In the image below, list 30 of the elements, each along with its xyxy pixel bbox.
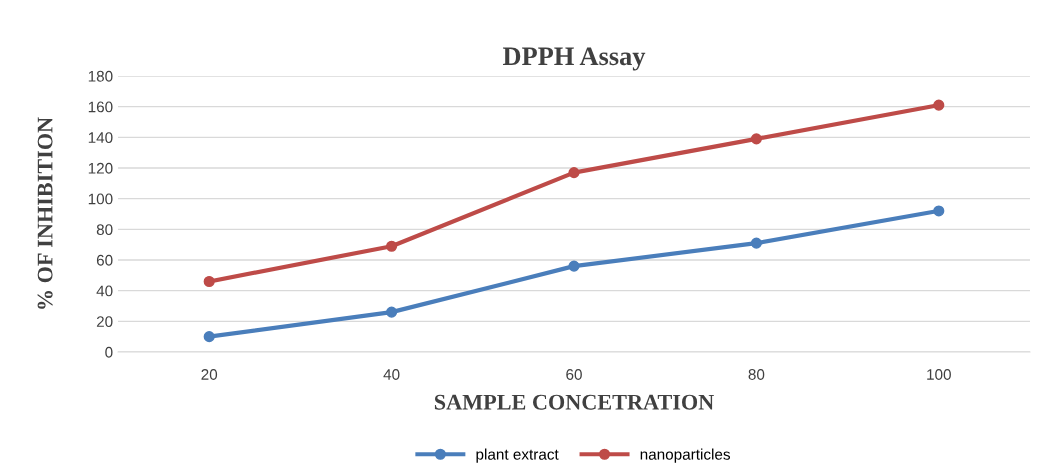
point	[750, 237, 762, 249]
point	[386, 240, 398, 252]
y-tick-label: 40	[96, 285, 113, 297]
y-axis-title: % OF INHIBITION	[37, 117, 53, 309]
point	[386, 306, 398, 318]
point	[203, 331, 215, 343]
legend-label: nanoparticles	[640, 448, 731, 463]
y-tick-label: 160	[88, 101, 113, 113]
x-tick-label: 40	[383, 369, 400, 380]
y-tick-label: 0	[105, 346, 113, 358]
chart-title: DPPH Assay	[502, 47, 646, 71]
x-tick-label: 20	[201, 369, 218, 380]
y-tick-label: 60	[96, 254, 113, 266]
x-tick-label: 100	[927, 369, 951, 380]
point	[568, 167, 580, 179]
point	[933, 99, 945, 111]
y-tick-label: 100	[88, 193, 113, 205]
x-axis-title: SAMPLE CONCETRATION	[434, 394, 714, 410]
point	[933, 205, 945, 217]
point	[568, 260, 580, 272]
y-tick-label: 140	[88, 132, 113, 144]
y-tick-label: 120	[88, 162, 113, 174]
y-tick-label: 180	[88, 70, 113, 82]
point	[203, 275, 215, 288]
x-tick-label: 80	[748, 369, 765, 380]
legend-label: plant extract	[476, 448, 559, 463]
point	[750, 133, 762, 145]
y-tick-label: 80	[96, 224, 113, 236]
y-tick-label: 20	[96, 316, 113, 328]
x-tick-label: 60	[566, 369, 582, 380]
